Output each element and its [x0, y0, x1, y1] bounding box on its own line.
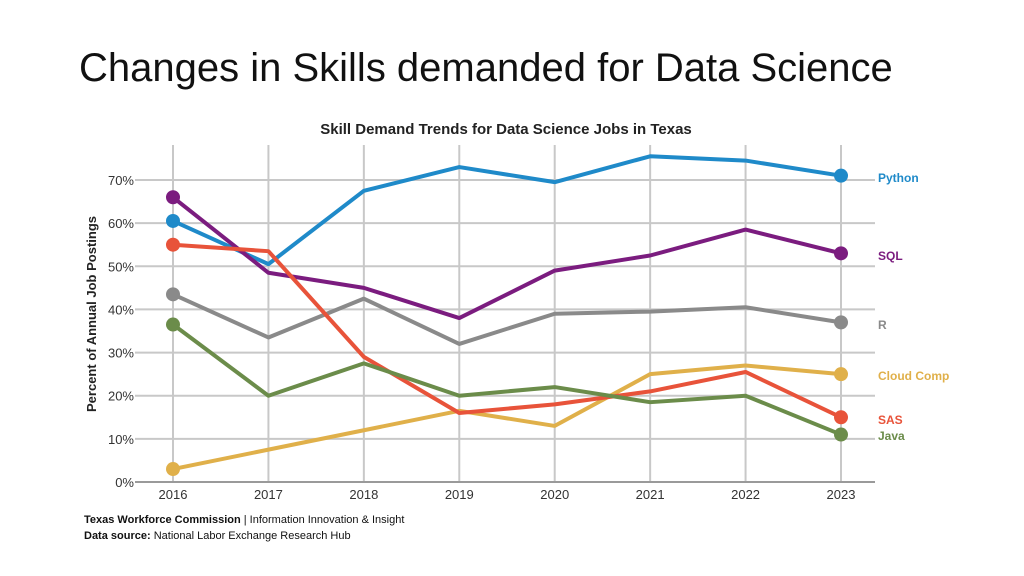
footer-org-rest: | Information Innovation & Insight: [240, 514, 405, 526]
x-tick-label: 2017: [254, 487, 283, 502]
data-point-marker: [834, 367, 848, 382]
axes: 2016 2017 2018 2019 2020 2021 2022 2023 0% 10% 20%…: [108, 173, 855, 502]
legend: Python SQL R Cloud Comp SAS Java: [878, 171, 949, 443]
y-tick-label: 50%: [108, 259, 134, 274]
data-point-marker: [166, 237, 180, 252]
data-point-marker: [166, 287, 180, 302]
footer-line-2: Data source: National Labor Exchange Res…: [84, 530, 351, 542]
x-tick-label: 2023: [827, 487, 856, 502]
data-point-marker: [166, 190, 180, 205]
chart-title: Skill Demand Trends for Data Science Job…: [320, 121, 692, 138]
series-cloud-comp: [166, 363, 848, 477]
x-tick-label: 2020: [540, 487, 569, 502]
series-line: [171, 363, 843, 472]
y-tick-label: 30%: [108, 346, 134, 361]
legend-label: SAS: [878, 413, 903, 427]
series-lines: [166, 154, 848, 477]
data-point-marker: [834, 410, 848, 425]
footer-org: Texas Workforce Commission: [84, 514, 241, 526]
y-axis-label: Percent of Annual Job Postings: [84, 216, 99, 412]
x-tick-label: 2022: [731, 487, 760, 502]
y-tick-label: 0%: [115, 475, 134, 490]
legend-label: R: [878, 318, 887, 332]
y-tick-label: 70%: [108, 173, 134, 188]
data-point-marker: [166, 317, 180, 332]
data-point-marker: [834, 427, 848, 442]
data-point-marker: [166, 462, 180, 477]
legend-label: SQL: [878, 249, 903, 263]
x-tick-label: 2018: [349, 487, 378, 502]
footer-source-label: Data source:: [84, 530, 151, 542]
series-line: [171, 154, 843, 267]
footer-line-1: Texas Workforce Commission | Information…: [84, 514, 404, 526]
y-tick-label: 20%: [108, 389, 134, 404]
x-tick-label: 2021: [636, 487, 665, 502]
series-line: [171, 322, 843, 437]
series-line: [171, 242, 843, 420]
series-r: [166, 287, 848, 346]
x-tick-label: 2019: [445, 487, 474, 502]
data-point-marker: [834, 168, 848, 183]
y-tick-label: 60%: [108, 216, 134, 231]
x-tick-label: 2016: [159, 487, 188, 502]
series-sas: [166, 237, 848, 425]
legend-label: Cloud Comp: [878, 369, 949, 383]
grid: [135, 145, 875, 483]
legend-label: Python: [878, 171, 919, 185]
data-point-marker: [166, 213, 180, 228]
footer-source: National Labor Exchange Research Hub: [150, 530, 351, 542]
y-tick-label: 40%: [108, 302, 134, 317]
y-tick-label: 10%: [108, 432, 134, 447]
slide-title: Changes in Skills demanded for Data Scie…: [79, 46, 893, 90]
series-sql: [166, 190, 848, 321]
data-point-marker: [834, 246, 848, 261]
series-java: [166, 317, 848, 442]
series-line: [171, 195, 843, 321]
series-line: [171, 292, 843, 346]
series-python: [166, 154, 848, 267]
legend-label: Java: [878, 429, 905, 443]
data-point-marker: [834, 315, 848, 330]
